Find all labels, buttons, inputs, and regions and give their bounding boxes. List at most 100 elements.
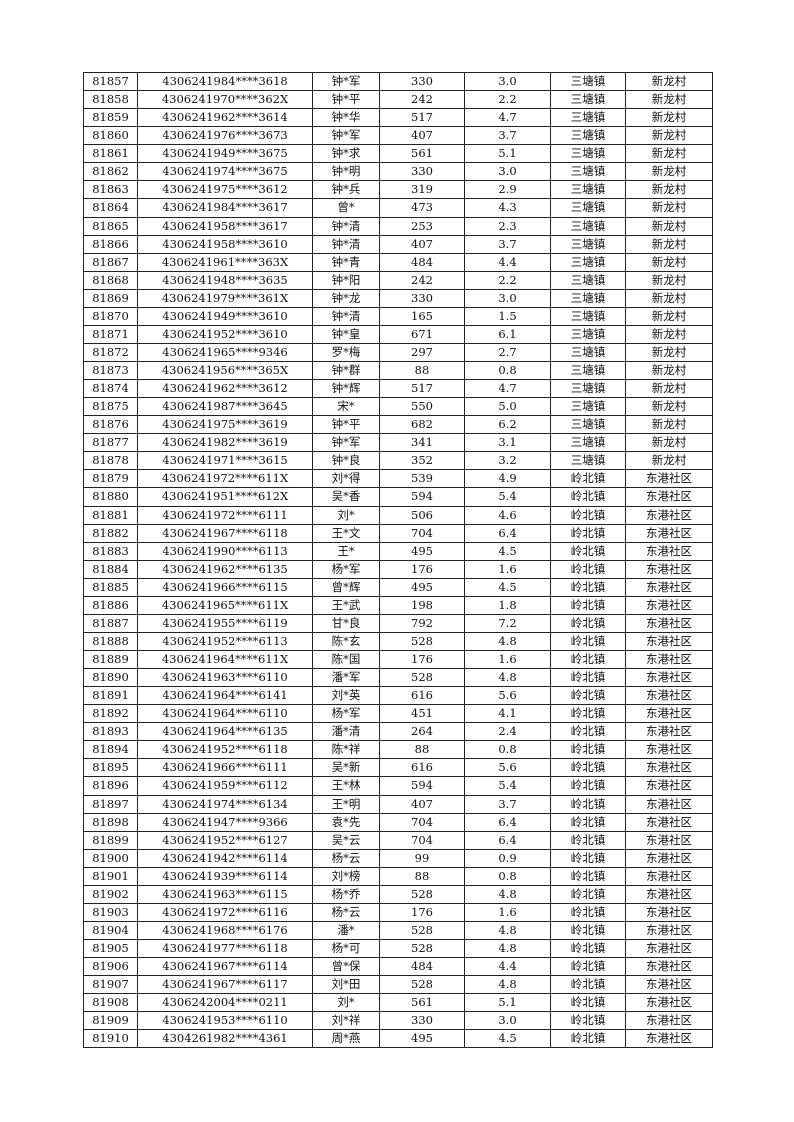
data-table: 81857 4306241984****3618 钟*军 330 3.0 三塘镇 新龙村 81… (83, 71, 713, 1049)
town-cell: 岭北镇 (550, 631, 626, 652)
village-cell: 新龙村 (625, 108, 713, 128)
serial-cell: 81868 (83, 270, 138, 290)
name-cell: 钟*良 (312, 451, 380, 471)
amount-cell: 407 (379, 234, 465, 254)
serial-cell: 81897 (83, 794, 138, 814)
amount-cell: 176 (379, 559, 465, 579)
serial-cell: 81872 (83, 342, 138, 363)
village-cell: 新龙村 (625, 144, 713, 164)
table-row: 81888 4306241952****6113 陈*玄 528 4.8 岭北镇 东港社区 (83, 631, 713, 652)
name-cell: 钟*清 (312, 306, 380, 326)
table-row: 81879 4306241972****611X 刘*得 539 4.9 岭北镇 东港社区 (83, 469, 713, 489)
amount-cell: 330 (379, 71, 465, 92)
area-cell: 3.1 (464, 433, 551, 453)
table-row: 81891 4306241964****6141 刘*英 616 5.6 岭北镇 东港社区 (83, 686, 713, 706)
town-cell: 三塘镇 (550, 451, 626, 471)
serial-cell: 81876 (83, 415, 138, 435)
village-cell: 东港社区 (625, 812, 713, 832)
name-cell: 陈*国 (312, 649, 380, 670)
table-row: 81866 4306241958****3610 钟*清 407 3.7 三塘镇 新龙村 (83, 234, 713, 254)
id-number-cell: 4306241984****3618 (137, 71, 313, 92)
id-number-cell: 4304261982****4361 (137, 1029, 313, 1049)
area-cell: 5.1 (464, 993, 551, 1013)
name-cell: 曾*辉 (312, 577, 380, 597)
table-row: 81875 4306241987****3645 宋* 550 5.0 三塘镇 新龙村 (83, 397, 713, 417)
village-cell: 东港社区 (625, 740, 713, 760)
name-cell: 杨*军 (312, 704, 380, 724)
amount-cell: 528 (379, 884, 465, 904)
amount-cell: 682 (379, 415, 465, 435)
amount-cell: 242 (379, 90, 465, 110)
name-cell: 陈*玄 (312, 631, 380, 652)
name-cell: 钟*平 (312, 415, 380, 435)
amount-cell: 484 (379, 957, 465, 977)
village-cell: 新龙村 (625, 433, 713, 453)
amount-cell: 176 (379, 649, 465, 670)
table-row: 81878 4306241971****3615 钟*良 352 3.2 三塘镇 新龙村 (83, 451, 713, 471)
area-cell: 6.1 (464, 324, 551, 344)
name-cell: 钟*阳 (312, 270, 380, 290)
name-cell: 刘*田 (312, 975, 380, 995)
name-cell: 钟*龙 (312, 288, 380, 308)
area-cell: 4.5 (464, 1029, 551, 1049)
id-number-cell: 4306241963****6110 (137, 668, 313, 688)
village-cell: 新龙村 (625, 270, 713, 290)
table-row: 81883 4306241990****6113 王* 495 4.5 岭北镇 东港社区 (83, 541, 713, 561)
id-number-cell: 4306241965****9346 (137, 342, 313, 363)
name-cell: 刘*榜 (312, 866, 380, 886)
serial-cell: 81878 (83, 451, 138, 471)
town-cell: 三塘镇 (550, 71, 626, 92)
area-cell: 6.4 (464, 523, 551, 543)
id-number-cell: 4306241955****6119 (137, 613, 313, 633)
village-cell: 东港社区 (625, 794, 713, 814)
area-cell: 4.8 (464, 884, 551, 904)
village-cell: 新龙村 (625, 397, 713, 417)
serial-cell: 81895 (83, 758, 138, 778)
table-row: 81873 4306241956****365X 钟*群 88 0.8 三塘镇 新龙村 (83, 360, 713, 381)
area-cell: 6.4 (464, 830, 551, 850)
area-cell: 4.4 (464, 957, 551, 977)
amount-cell: 704 (379, 830, 465, 850)
name-cell: 杨*云 (312, 902, 380, 922)
village-cell: 东港社区 (625, 920, 713, 941)
village-cell: 东港社区 (625, 902, 713, 922)
serial-cell: 81891 (83, 686, 138, 706)
area-cell: 4.1 (464, 704, 551, 724)
serial-cell: 81860 (83, 126, 138, 146)
amount-cell: 704 (379, 812, 465, 832)
village-cell: 新龙村 (625, 324, 713, 344)
town-cell: 三塘镇 (550, 306, 626, 326)
area-cell: 1.6 (464, 902, 551, 922)
amount-cell: 451 (379, 704, 465, 724)
id-number-cell: 4306241982****3619 (137, 433, 313, 453)
amount-cell: 528 (379, 938, 465, 959)
area-cell: 5.0 (464, 397, 551, 417)
serial-cell: 81908 (83, 993, 138, 1013)
serial-cell: 81879 (83, 469, 138, 489)
amount-cell: 330 (379, 1011, 465, 1031)
area-cell: 2.4 (464, 722, 551, 742)
amount-cell: 330 (379, 162, 465, 182)
area-cell: 3.0 (464, 1011, 551, 1031)
id-number-cell: 4306241959****6112 (137, 776, 313, 796)
id-number-cell: 4306241964****6110 (137, 704, 313, 724)
table-row: 81897 4306241974****6134 王*明 407 3.7 岭北镇 东港社区 (83, 794, 713, 814)
serial-cell: 81866 (83, 234, 138, 254)
amount-cell: 352 (379, 451, 465, 471)
town-cell: 岭北镇 (550, 686, 626, 706)
town-cell: 三塘镇 (550, 162, 626, 182)
amount-cell: 165 (379, 306, 465, 326)
village-cell: 新龙村 (625, 216, 713, 236)
town-cell: 三塘镇 (550, 270, 626, 290)
id-number-cell: 4306241961****363X (137, 252, 313, 272)
serial-cell: 81904 (83, 920, 138, 941)
town-cell: 岭北镇 (550, 758, 626, 778)
table-row: 81900 4306241942****6114 杨*云 99 0.9 岭北镇 东港社区 (83, 848, 713, 868)
area-cell: 1.5 (464, 306, 551, 326)
name-cell: 钟*求 (312, 144, 380, 164)
id-number-cell: 4306241949****3610 (137, 306, 313, 326)
name-cell: 钟*清 (312, 234, 380, 254)
amount-cell: 671 (379, 324, 465, 344)
serial-cell: 81871 (83, 324, 138, 344)
id-number-cell: 4306241972****6116 (137, 902, 313, 922)
